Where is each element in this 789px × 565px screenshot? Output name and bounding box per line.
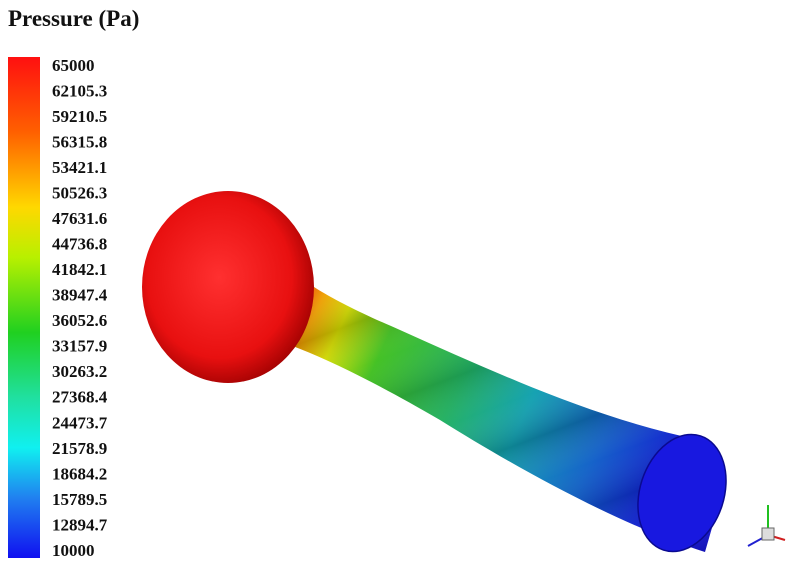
legend-label: 44736.8: [52, 235, 107, 254]
legend-label: 18684.2: [52, 464, 107, 483]
legend-title: Pressure (Pa): [8, 6, 139, 31]
legend-label: 50526.3: [52, 184, 107, 203]
legend-label: 36052.6: [52, 311, 107, 330]
legend-label: 53421.1: [52, 158, 107, 177]
legend-label: 41842.1: [52, 260, 107, 279]
legend-label: 30263.2: [52, 362, 107, 381]
legend-label: 47631.6: [52, 209, 107, 228]
legend-label: 12894.7: [52, 515, 108, 534]
legend-label: 24473.7: [52, 413, 108, 432]
legend-label: 62105.3: [52, 81, 107, 100]
legend-label: 15789.5: [52, 490, 107, 509]
legend-label: 38947.4: [52, 286, 108, 305]
inlet-bell: [142, 191, 314, 383]
legend-labels: 65000 62105.3 59210.5 56315.8 53421.1 50526.3…: [52, 56, 108, 560]
legend-label: 10000: [52, 541, 95, 560]
axis-triad: [748, 505, 785, 546]
contour-view: Pressure (Pa) 65000 62105.3 59210.5 56315.8…: [0, 0, 789, 565]
color-bar: [8, 57, 40, 558]
legend-label: 21578.9: [52, 439, 107, 458]
legend-label: 56315.8: [52, 132, 107, 151]
legend-label: 27368.4: [52, 388, 108, 407]
legend-label: 59210.5: [52, 107, 107, 126]
legend-label: 65000: [52, 56, 95, 75]
legend-label: 33157.9: [52, 337, 107, 356]
